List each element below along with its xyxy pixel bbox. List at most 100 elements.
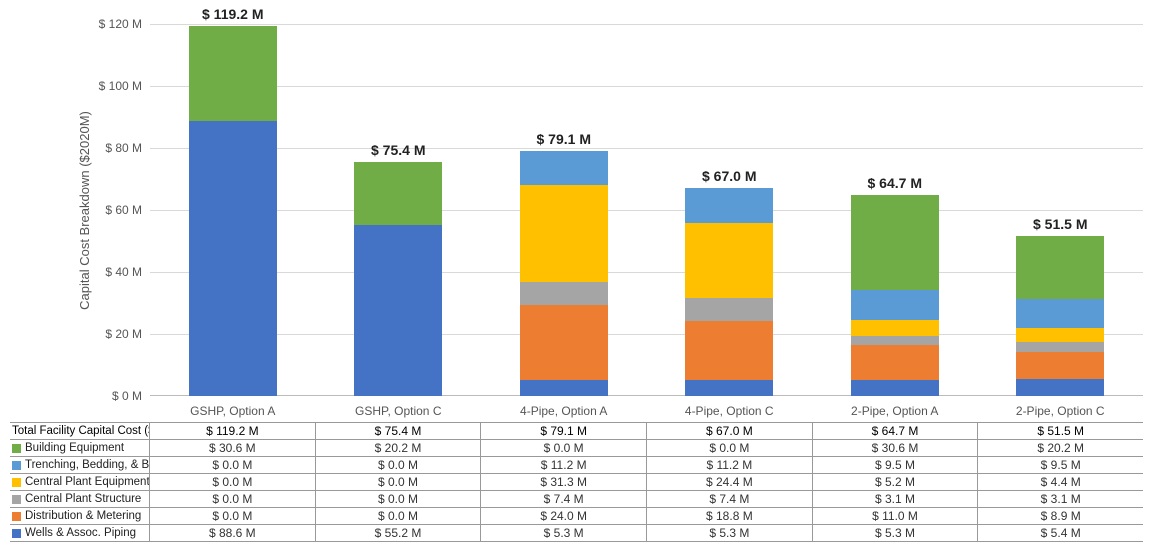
legend-swatch xyxy=(12,529,21,538)
table-row-label: Building Equipment xyxy=(25,442,124,454)
legend-swatch xyxy=(12,444,21,453)
bar-segment-dist xyxy=(520,305,608,379)
table-cell: $ 11.2 M xyxy=(481,457,647,473)
table-cell: $ 4.4 M xyxy=(978,474,1143,490)
table-row: Wells & Assoc. Piping $ 88.6 M$ 55.2 M$ 5… xyxy=(10,525,1143,542)
table-row-cells: $ 0.0 M$ 0.0 M$ 11.2 M$ 11.2 M$ 9.5 M$ 9… xyxy=(150,457,1143,473)
table-cell: $ 11.2 M xyxy=(647,457,813,473)
table-cell: $ 0.0 M xyxy=(316,457,482,473)
table-row-label: Trenching, Bedding, & Backfill xyxy=(25,459,150,471)
table-row-cells: $ 30.6 M$ 20.2 M$ 0.0 M$ 0.0 M$ 30.6 M$ … xyxy=(150,440,1143,456)
x-axis-category-label: 4-Pipe, Option A xyxy=(481,400,647,418)
table-cell: $ 5.2 M xyxy=(813,474,979,490)
bar-segment-trench xyxy=(685,188,773,223)
bar-slot: $ 79.1 M xyxy=(481,24,647,396)
table-row: Central Plant Equipment$ 0.0 M$ 0.0 M$ 3… xyxy=(10,474,1143,491)
table-cell: $ 3.1 M xyxy=(813,491,979,507)
table-row-label: Central Plant Equipment xyxy=(25,476,150,488)
table-cell: $ 7.4 M xyxy=(647,491,813,507)
bar-segment-trench xyxy=(520,151,608,186)
bar-total-label: $ 51.5 M xyxy=(1033,216,1087,232)
bar-total-label: $ 119.2 M xyxy=(202,6,264,22)
bar-segment-cpstruct xyxy=(685,298,773,321)
bar-segment-bldg xyxy=(851,195,939,290)
table-cell: $ 8.9 M xyxy=(978,508,1143,524)
x-axis-category-label: GSHP, Option C xyxy=(316,400,482,418)
stacked-bar: $ 67.0 M xyxy=(685,188,773,396)
bar-segment-wells xyxy=(189,121,277,396)
table-row-header: Central Plant Equipment xyxy=(10,474,150,490)
bar-slot: $ 67.0 M xyxy=(647,24,813,396)
bar-segment-bldg xyxy=(1016,236,1104,299)
bar-segment-cpequip xyxy=(685,223,773,299)
y-tick-label: $ 60 M xyxy=(90,203,142,217)
plot: $ 0 M$ 20 M$ 40 M$ 60 M$ 80 M$ 100 M$ 12… xyxy=(150,10,1143,410)
bar-segment-trench xyxy=(1016,299,1104,328)
table-row-label: Total Facility Capital Cost ($) xyxy=(12,425,150,437)
table-row-cells: $ 0.0 M$ 0.0 M$ 31.3 M$ 24.4 M$ 5.2 M$ 4… xyxy=(150,474,1143,490)
bar-segment-bldg xyxy=(189,26,277,121)
bars-row: $ 119.2 M$ 75.4 M$ 79.1 M$ 67.0 M$ 64.7 … xyxy=(150,24,1143,396)
stacked-bar: $ 79.1 M xyxy=(520,151,608,396)
table-cell: $ 88.6 M xyxy=(150,525,316,541)
capital-cost-chart: Capital Cost Breakdown ($2020M) $ 0 M$ 2… xyxy=(10,10,1143,538)
bar-segment-cpequip xyxy=(1016,328,1104,342)
table-cell: $ 0.0 M xyxy=(316,508,482,524)
bar-segment-wells xyxy=(354,225,442,396)
bar-total-label: $ 75.4 M xyxy=(371,142,425,158)
table-row-cells: $ 0.0 M$ 0.0 M$ 24.0 M$ 18.8 M$ 11.0 M$ … xyxy=(150,508,1143,524)
table-cell: $ 51.5 M xyxy=(978,423,1143,439)
stacked-bar: $ 119.2 M xyxy=(189,26,277,396)
table-row-header: Trenching, Bedding, & Backfill xyxy=(10,457,150,473)
bar-segment-wells xyxy=(851,380,939,396)
bar-slot: $ 119.2 M xyxy=(150,24,316,396)
y-tick-label: $ 0 M xyxy=(90,389,142,403)
table-cell: $ 64.7 M xyxy=(813,423,979,439)
table-row: Trenching, Bedding, & Backfill$ 0.0 M$ 0… xyxy=(10,457,1143,474)
table-row: Building Equipment $ 30.6 M$ 20.2 M$ 0.0 … xyxy=(10,440,1143,457)
bar-segment-wells xyxy=(520,380,608,396)
table-cell: $ 75.4 M xyxy=(316,423,482,439)
y-tick-label: $ 20 M xyxy=(90,327,142,341)
table-cell: $ 0.0 M xyxy=(150,508,316,524)
table-cell: $ 0.0 M xyxy=(150,474,316,490)
bar-slot: $ 75.4 M xyxy=(316,24,482,396)
bar-segment-wells xyxy=(1016,379,1104,396)
table-cell: $ 0.0 M xyxy=(316,474,482,490)
table-cell: $ 5.4 M xyxy=(978,525,1143,541)
table-cell: $ 18.8 M xyxy=(647,508,813,524)
table-row-header: Total Facility Capital Cost ($) xyxy=(10,423,150,439)
bar-segment-bldg xyxy=(354,162,442,225)
x-axis-category-label: 4-Pipe, Option C xyxy=(647,400,813,418)
x-axis: GSHP, Option AGSHP, Option C4-Pipe, Opti… xyxy=(150,400,1143,418)
y-tick-label: $ 40 M xyxy=(90,265,142,279)
table-row: Central Plant Structure$ 0.0 M$ 0.0 M$ 7… xyxy=(10,491,1143,508)
table-cell: $ 24.4 M xyxy=(647,474,813,490)
bar-slot: $ 51.5 M xyxy=(978,24,1144,396)
table-cell: $ 67.0 M xyxy=(647,423,813,439)
bar-total-label: $ 67.0 M xyxy=(702,168,756,184)
bar-segment-cpstruct xyxy=(520,282,608,305)
table-cell: $ 3.1 M xyxy=(978,491,1143,507)
table-row-label: Wells & Assoc. Piping xyxy=(25,527,136,539)
table-cell: $ 7.4 M xyxy=(481,491,647,507)
table-cell: $ 5.3 M xyxy=(647,525,813,541)
bar-segment-dist xyxy=(1016,352,1104,380)
legend-swatch xyxy=(12,512,21,521)
table-cell: $ 119.2 M xyxy=(150,423,316,439)
table-row-label: Distribution & Metering xyxy=(25,510,141,522)
table-row-cells: $ 119.2 M$ 75.4 M$ 79.1 M$ 67.0 M$ 64.7 … xyxy=(150,423,1143,439)
table-cell: $ 0.0 M xyxy=(150,457,316,473)
table-row-cells: $ 88.6 M$ 55.2 M$ 5.3 M$ 5.3 M$ 5.3 M$ 5… xyxy=(150,525,1143,541)
table-cell: $ 11.0 M xyxy=(813,508,979,524)
y-tick-label: $ 80 M xyxy=(90,141,142,155)
x-axis-category-label: 2-Pipe, Option A xyxy=(812,400,978,418)
bar-total-label: $ 79.1 M xyxy=(537,131,591,147)
x-axis-category-label: GSHP, Option A xyxy=(150,400,316,418)
table-row-label: Central Plant Structure xyxy=(25,493,141,505)
table-cell: $ 20.2 M xyxy=(978,440,1143,456)
table-row-header: Wells & Assoc. Piping xyxy=(10,525,150,541)
legend-swatch xyxy=(12,495,21,504)
bar-segment-cpstruct xyxy=(851,336,939,346)
y-tick-label: $ 100 M xyxy=(90,79,142,93)
